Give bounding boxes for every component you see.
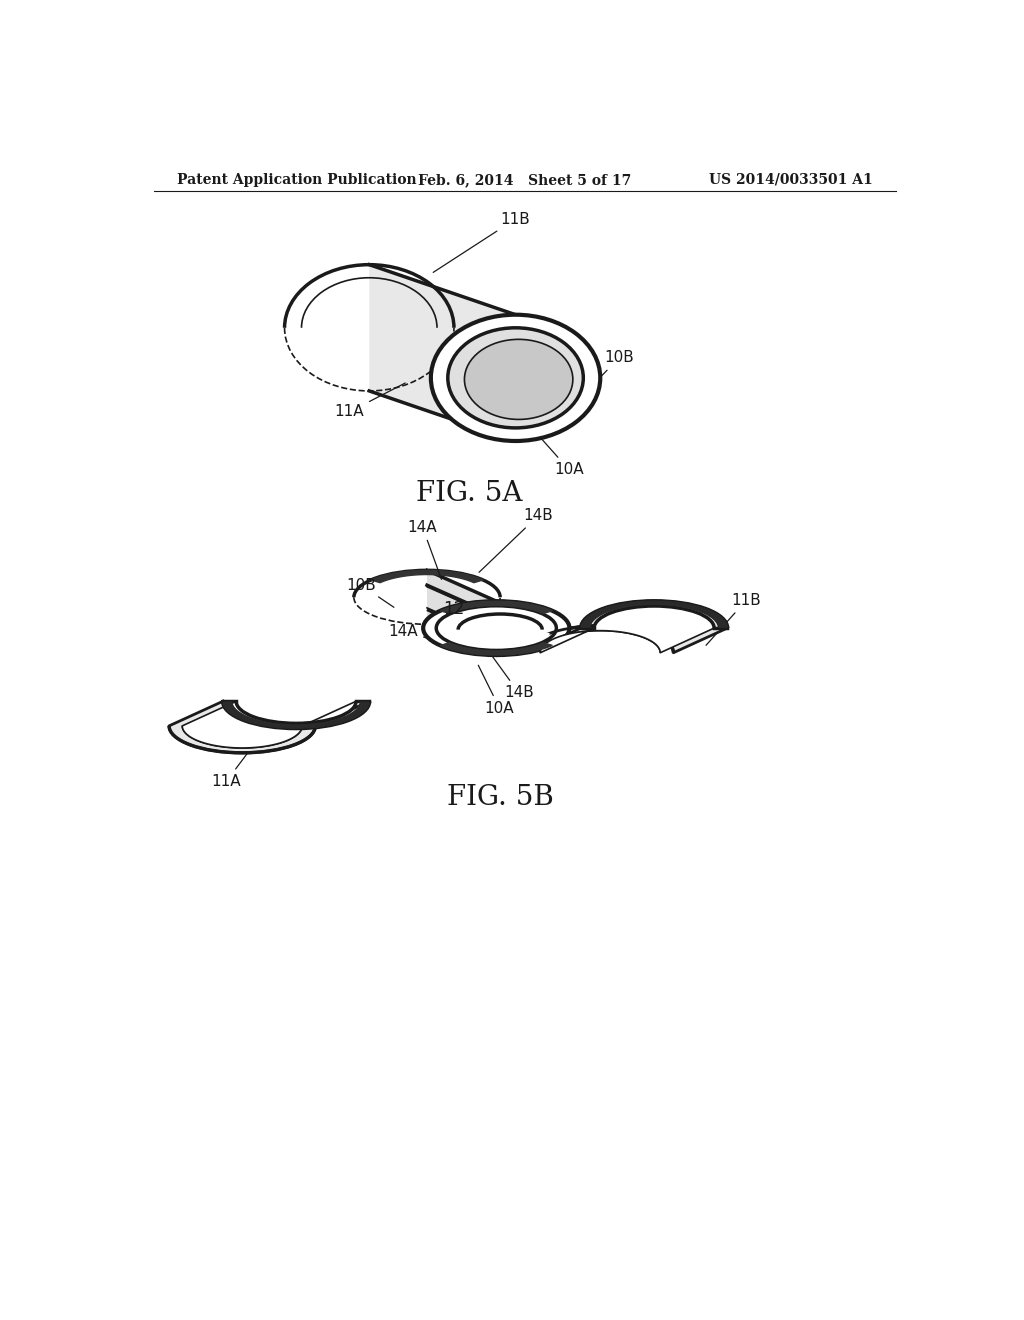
Polygon shape <box>581 601 727 627</box>
Polygon shape <box>443 631 549 649</box>
Text: Feb. 6, 2014   Sheet 5 of 17: Feb. 6, 2014 Sheet 5 of 17 <box>418 173 632 187</box>
Polygon shape <box>440 643 552 655</box>
Polygon shape <box>527 601 727 653</box>
Text: US 2014/0033501 A1: US 2014/0033501 A1 <box>709 173 872 187</box>
Polygon shape <box>223 702 370 729</box>
Polygon shape <box>440 601 552 614</box>
Polygon shape <box>182 701 356 748</box>
Polygon shape <box>169 701 370 752</box>
Text: 14B: 14B <box>479 508 553 573</box>
Text: 10A: 10A <box>478 665 514 715</box>
Text: FIG. 5B: FIG. 5B <box>446 784 554 810</box>
Polygon shape <box>541 606 714 653</box>
Text: 10A: 10A <box>541 438 584 477</box>
Text: 11B: 11B <box>707 593 761 645</box>
Text: 10B: 10B <box>346 578 394 607</box>
Polygon shape <box>427 570 497 655</box>
Text: 14B: 14B <box>490 653 534 701</box>
Text: 12: 12 <box>443 599 465 618</box>
Text: 11A: 11A <box>335 383 406 420</box>
Polygon shape <box>370 264 515 441</box>
Text: 14A: 14A <box>408 520 441 579</box>
Text: Patent Application Publication: Patent Application Publication <box>177 173 417 187</box>
Text: 11A: 11A <box>211 742 256 789</box>
Ellipse shape <box>447 327 584 428</box>
Text: 11B: 11B <box>433 211 529 272</box>
Text: 10B: 10B <box>583 350 634 395</box>
Polygon shape <box>371 570 483 582</box>
Ellipse shape <box>423 601 569 655</box>
Polygon shape <box>443 607 549 626</box>
Ellipse shape <box>465 339 572 420</box>
Ellipse shape <box>431 314 600 441</box>
Text: FIG. 5A: FIG. 5A <box>416 480 522 507</box>
Text: 14A: 14A <box>388 624 443 643</box>
